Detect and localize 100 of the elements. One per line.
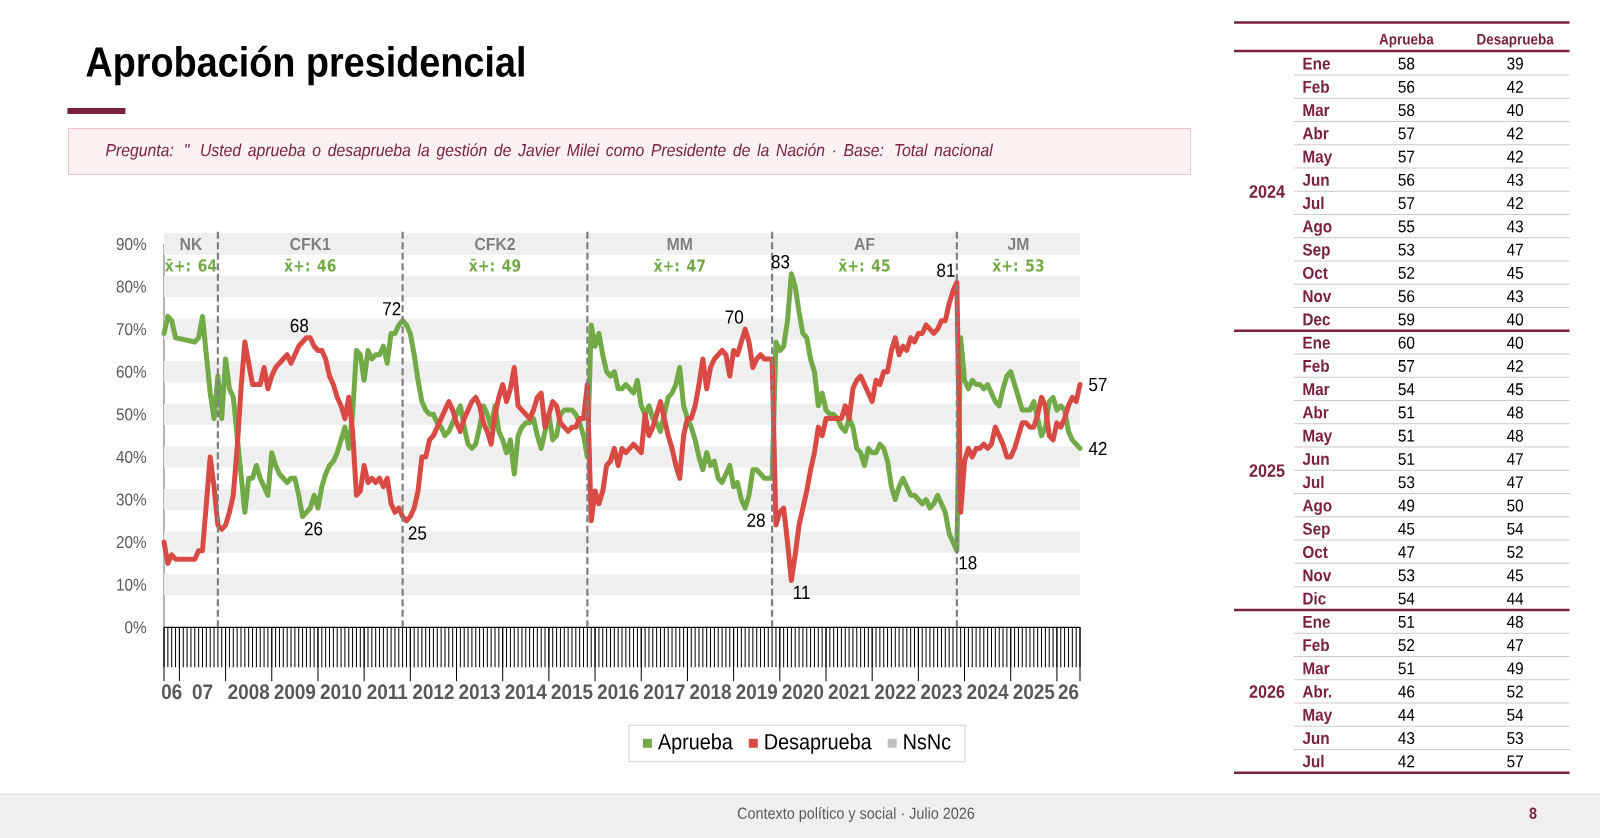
data-label: 43 [1506, 220, 1523, 233]
y-tick-label: 10% [117, 578, 147, 591]
data-label: 55 [1398, 220, 1415, 233]
category-label: Ago [1302, 499, 1332, 515]
x-tick-label: 2022 [874, 684, 916, 700]
annotation: 42 [1088, 441, 1107, 456]
data-label: 48 [1506, 429, 1523, 442]
annotation: 11 [794, 585, 810, 599]
annotation: 26 [304, 521, 323, 536]
data-label: 43 [1506, 173, 1523, 186]
x-tick-label: 26 [1058, 684, 1079, 700]
data-label: 56 [1398, 80, 1415, 93]
annotation: 25 [408, 526, 427, 540]
data-label: 52 [1507, 546, 1523, 559]
data-label: 45 [1398, 522, 1415, 535]
x-tick-label: 2024 [967, 684, 1009, 700]
data-label: 39 [1507, 57, 1523, 70]
category-label: Jun [1302, 453, 1329, 465]
data-label: 44 [1398, 708, 1415, 721]
annotation: x̄+: 46 [284, 258, 336, 272]
category-label: 2026 [1249, 685, 1285, 698]
data-label: 54 [1507, 522, 1524, 535]
category-label: Oct [1303, 266, 1328, 279]
data-label: 45 [1506, 569, 1524, 582]
x-tick-label: 2016 [597, 684, 639, 700]
annotation: x̄+: 47 [653, 259, 705, 272]
data-label: 53 [1398, 243, 1415, 256]
category-label: Ene [1303, 615, 1330, 628]
text: Contexto político y social · Julio 2026 [737, 806, 975, 823]
data-label: 52 [1398, 266, 1415, 279]
x-tick-label: 2013 [459, 684, 500, 700]
y-tick-label: 0% [125, 621, 147, 634]
text: 8 [1529, 807, 1537, 819]
data-label: 54 [1398, 383, 1415, 396]
category-label: Jul [1302, 754, 1324, 768]
x-tick-label: 2017 [643, 684, 685, 700]
legend-label: Desaprueba [765, 733, 872, 754]
data-label: 47 [1506, 243, 1523, 256]
data-label: 42 [1506, 150, 1523, 163]
data-label: 42 [1506, 197, 1523, 209]
data-label: 42 [1398, 755, 1415, 768]
data-label: 42 [1506, 359, 1523, 372]
annotation: 28 [747, 513, 765, 527]
annotation: 70 [725, 310, 744, 324]
data-label: 42 [1506, 80, 1523, 93]
data-label: 48 [1506, 615, 1523, 628]
data-label: 40 [1506, 313, 1524, 326]
category-label: 2024 [1249, 185, 1285, 198]
category-label: May [1303, 429, 1333, 446]
data-label: 59 [1398, 313, 1415, 326]
category-label: Ene [1303, 57, 1330, 70]
data-label: 40 [1506, 336, 1524, 349]
x-tick-label: 2023 [921, 684, 962, 700]
category-label: Abr. [1302, 685, 1332, 698]
category-label: Feb [1303, 80, 1329, 93]
data-label: 53 [1507, 732, 1523, 745]
category-label: Dic [1303, 592, 1326, 605]
data-label: 57 [1398, 360, 1415, 372]
category-label: Mar [1303, 104, 1330, 117]
data-label: 56 [1398, 173, 1415, 186]
legend-label: Aprueba [657, 733, 733, 754]
data-label: 52 [1507, 685, 1523, 698]
text: Aprueba [1379, 33, 1434, 48]
category-label: Feb [1303, 359, 1329, 372]
annotation: 18 [959, 556, 977, 570]
data-label: 48 [1506, 406, 1523, 419]
data-label: 53 [1398, 569, 1415, 582]
category-label: Abr [1302, 405, 1329, 419]
data-label: 45 [1506, 383, 1524, 396]
x-tick-label: 2021 [828, 684, 870, 700]
annotation: x̄+: 64 [164, 258, 217, 272]
category-label: Jul [1302, 196, 1324, 210]
x-tick-label: 2018 [690, 684, 731, 700]
x-tick-label: 2015 [551, 684, 593, 700]
annotation: x̄+: 53 [992, 258, 1044, 272]
legend-label: NsNc [904, 734, 951, 750]
data-label: 44 [1506, 592, 1524, 605]
y-tick-label: 20% [116, 536, 147, 549]
category-label: Nov [1303, 290, 1332, 303]
x-tick-label: 2025 [1013, 684, 1055, 700]
annotation: NK [180, 237, 203, 251]
data-label: 42 [1506, 127, 1523, 140]
category-label: May [1303, 708, 1333, 725]
data-label: 51 [1398, 615, 1415, 628]
data-label: 54 [1398, 592, 1415, 605]
y-tick-label: 30% [116, 493, 147, 506]
data-label: 57 [1507, 755, 1523, 768]
category-label: May [1303, 150, 1333, 166]
data-label: 58 [1398, 57, 1415, 70]
x-tick-label: 2010 [320, 684, 362, 700]
annotation: 83 [771, 254, 790, 269]
category-label: Ago [1302, 220, 1332, 236]
data-label: 43 [1398, 732, 1415, 745]
data-label: 40 [1506, 104, 1524, 117]
data-label: 60 [1398, 336, 1415, 349]
category-label: Sep [1302, 243, 1330, 259]
data-label: 47 [1506, 453, 1523, 465]
data-label: 46 [1398, 685, 1415, 698]
x-tick-label: 2020 [782, 684, 824, 700]
data-label: 57 [1398, 197, 1415, 210]
